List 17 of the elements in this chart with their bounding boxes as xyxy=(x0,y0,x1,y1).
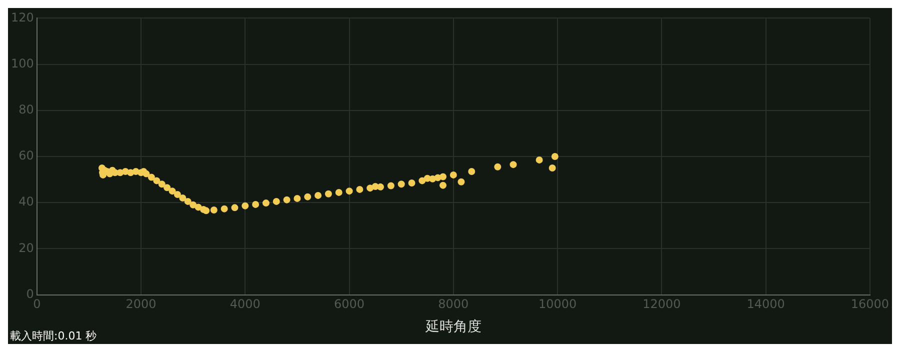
y-tick-label: 100 xyxy=(11,56,34,70)
y-tick-label: 120 xyxy=(11,10,34,24)
x-tick-label: 2000 xyxy=(126,297,156,312)
x-tick-label: 16000 xyxy=(850,297,890,312)
x-tick-label: 8000 xyxy=(438,297,469,312)
y-tick-label: 60 xyxy=(18,148,34,163)
y-tick-label: 80 xyxy=(18,102,34,117)
x-tick-label: 10000 xyxy=(538,297,577,312)
x-tick-label: 4000 xyxy=(230,297,260,312)
y-tick-label: 0 xyxy=(26,286,34,301)
y-tick-label: 20 xyxy=(18,240,34,255)
text: 載入時間:0.01 秒 xyxy=(10,329,97,342)
x-tick-label: 12000 xyxy=(642,297,681,312)
y-tick-label: 40 xyxy=(18,194,34,209)
x-axis-title: 延時角度 xyxy=(424,319,482,336)
x-tick-label: 6000 xyxy=(334,297,365,312)
x-tick-label: 14000 xyxy=(746,297,785,312)
